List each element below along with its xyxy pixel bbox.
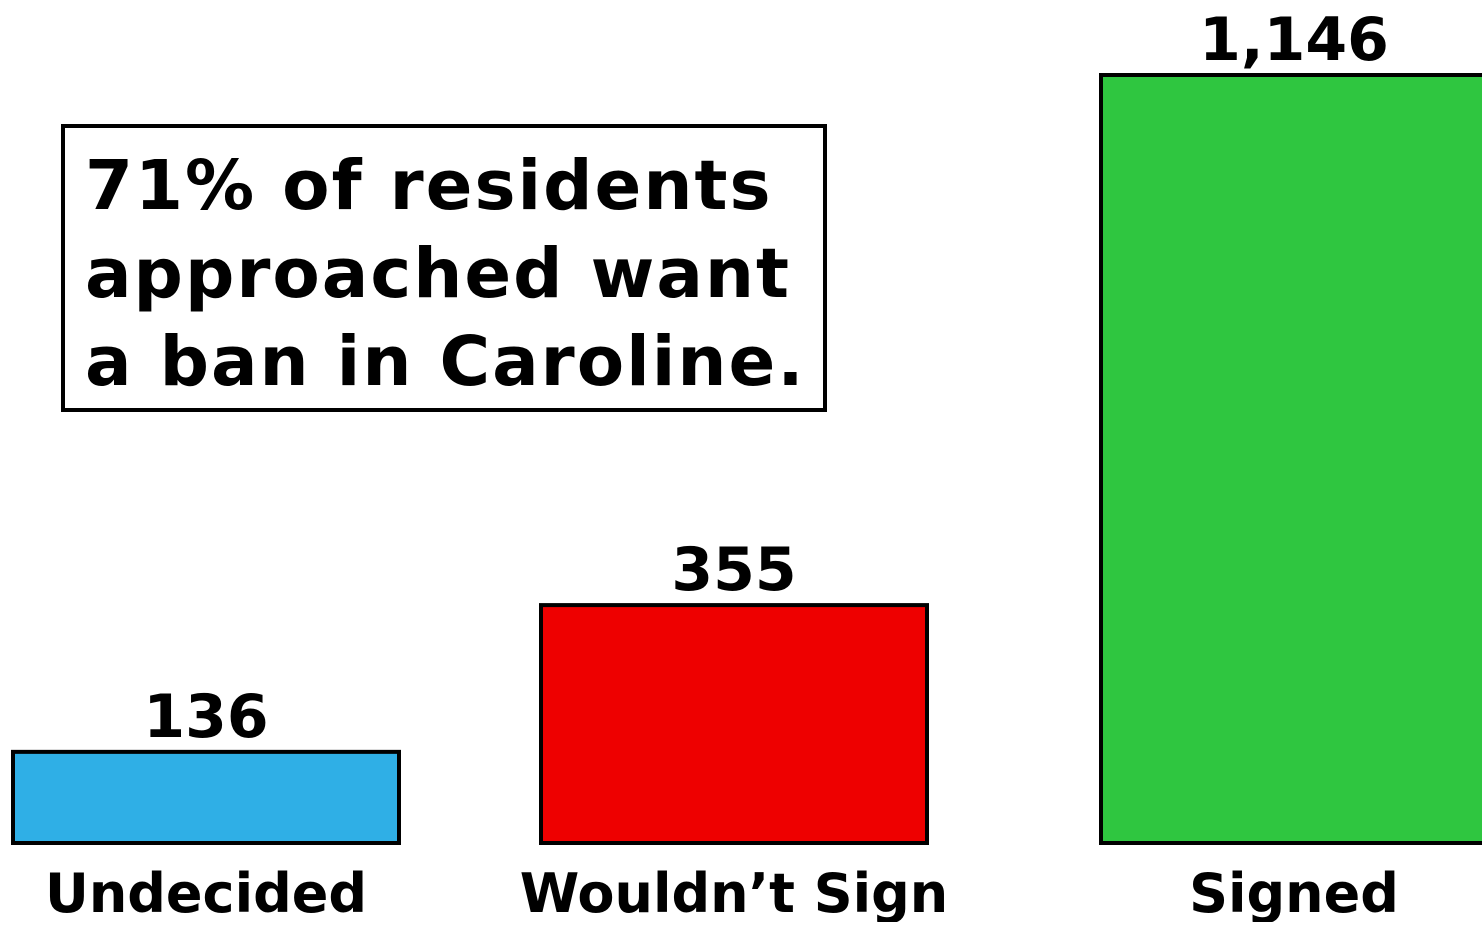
annotation-line-2: approached want	[85, 234, 791, 314]
bar-signed	[1099, 73, 1482, 845]
value-label-wouldn-t-sign: 355	[671, 535, 796, 605]
category-label-signed: Signed	[1189, 862, 1399, 922]
labels-layer: 136 Undecided 355 Wouldn’t Sign 1,146 Signed	[45, 5, 1399, 925]
category-label-wouldn-t-sign: Wouldn’t Sign	[520, 862, 948, 922]
category-label-undecided: Undecided	[45, 862, 367, 922]
annotation-line-1: 71% of residents	[85, 146, 773, 226]
bars-layer	[11, 73, 1482, 845]
annotation-box: 71% of residents approached want a ban i…	[61, 124, 827, 412]
bar-undecided	[11, 749, 401, 845]
value-label-signed: 1,146	[1199, 5, 1389, 75]
value-label-undecided: 136	[143, 682, 268, 752]
annotation-line-3: a ban in Caroline.	[85, 322, 806, 402]
bar-wouldn-t-sign	[539, 603, 929, 845]
